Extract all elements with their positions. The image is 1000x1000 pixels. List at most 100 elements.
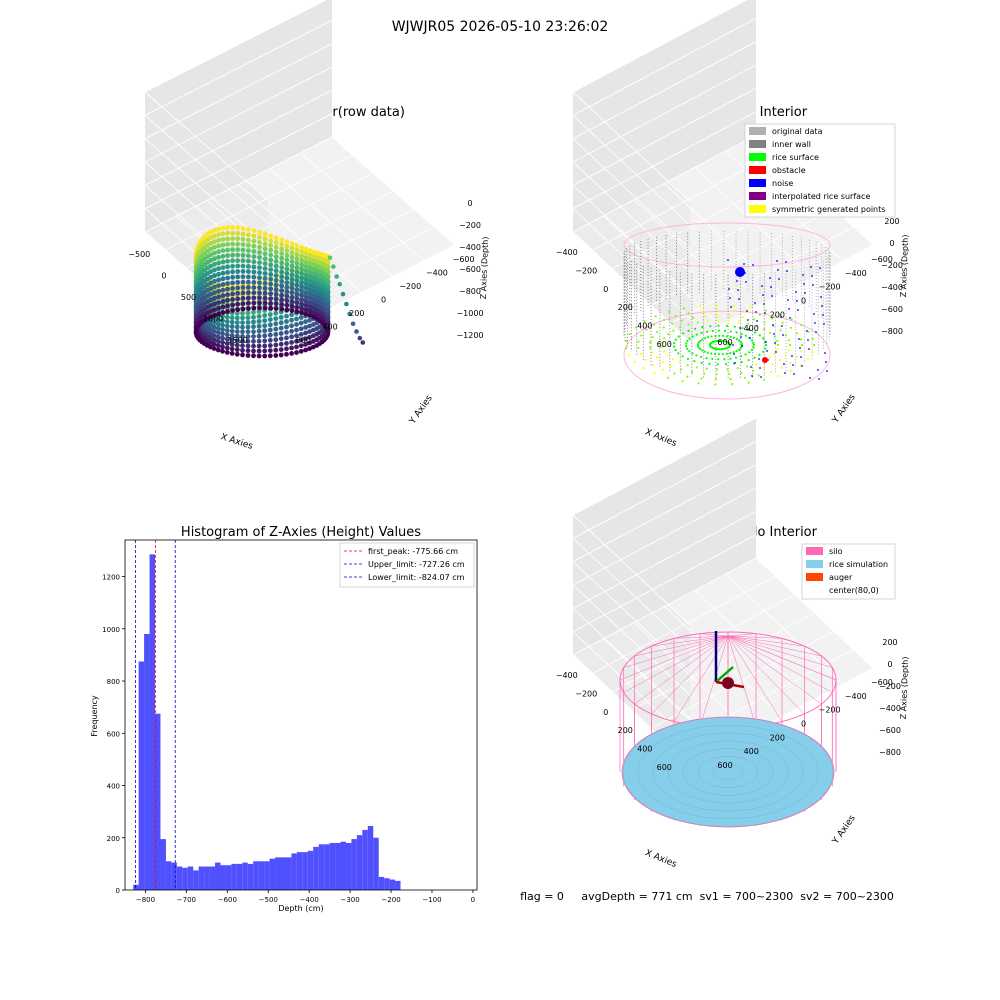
raw-point [234, 333, 240, 339]
histogram-x-tick: −500 [259, 896, 278, 904]
raw-point [215, 338, 221, 344]
raw-point [251, 280, 257, 285]
raw-point [284, 284, 290, 290]
simulation-y-tick: 0 [801, 720, 806, 729]
surface-point [706, 320, 709, 323]
raw-point [268, 276, 274, 282]
surface-point [718, 339, 721, 342]
raw-point [307, 313, 313, 318]
surface-point [625, 347, 628, 350]
surface-point [683, 307, 686, 310]
raw-point [262, 261, 268, 266]
raw-outlier-point [360, 340, 366, 345]
surface-point [674, 338, 677, 341]
raw-outlier-point [354, 329, 359, 334]
grid-line [572, 464, 757, 563]
raw-point [273, 296, 279, 302]
surface-point [740, 342, 743, 345]
raw-point [325, 327, 331, 333]
raw-point [289, 312, 294, 318]
noise-point [769, 277, 771, 279]
raw-point [215, 343, 221, 348]
surface-point [744, 353, 747, 356]
surface-point [722, 334, 725, 337]
raw-point [279, 265, 285, 270]
raw-point [235, 252, 241, 258]
raw-point [289, 245, 295, 251]
raw-point [273, 292, 279, 297]
raw-point [220, 304, 226, 310]
surface-point [634, 326, 637, 329]
surface-point [685, 342, 688, 345]
silo-roof-line [623, 635, 729, 668]
classify-legend-box [744, 123, 896, 218]
raw-point [211, 320, 217, 325]
raw-point [240, 242, 246, 248]
histogram-y-tick: 0 [116, 887, 120, 895]
auger-body [722, 677, 734, 689]
surface-point [726, 368, 729, 371]
noise-point [803, 283, 805, 285]
grid-line [144, 0, 328, 93]
noise-point [797, 309, 799, 311]
simulation-z-tick: 0 [887, 660, 892, 669]
surface-point [784, 334, 788, 337]
raw-point [230, 258, 236, 264]
raw-point [325, 259, 331, 264]
silo-roof-line [634, 635, 729, 705]
histogram-legend-label: Lower_limit: -824.07 cm [368, 573, 465, 582]
histogram-bar [378, 876, 385, 890]
raw-point [246, 242, 251, 248]
raw-point [208, 314, 214, 320]
noise-point [824, 352, 826, 354]
raw-y-tick: −200 [399, 282, 421, 291]
surface-point [790, 318, 793, 321]
raw-point [268, 262, 274, 268]
surface-point [661, 368, 665, 371]
raw-point [224, 319, 230, 324]
raw-point [251, 329, 256, 335]
noise-point [813, 313, 815, 315]
raw-point [234, 315, 240, 321]
surface-point [731, 309, 734, 312]
raw-z-tick: −400 [459, 243, 481, 252]
raw-point [208, 269, 214, 274]
surface-point [806, 357, 810, 360]
simulation-y-tick: 600 [717, 761, 732, 770]
raw-point [208, 241, 214, 246]
raw-point [262, 313, 268, 318]
surface-point [673, 345, 676, 348]
surface-point [717, 329, 721, 332]
simulation-z-label: Z Axies (Depth) [899, 656, 910, 719]
raw-point [307, 304, 313, 310]
raw-point [245, 329, 251, 335]
surface-point [779, 329, 782, 332]
histogram-title: Histogram of Z-Axies (Height) Values [181, 525, 421, 540]
raw-point [240, 274, 246, 280]
raw-point [273, 347, 279, 353]
classify-z-tick: −600 [881, 305, 903, 314]
raw-point [251, 274, 257, 280]
grid-line [144, 43, 333, 140]
raw-z-tick: −1000 [456, 309, 483, 318]
classify-y-tick: 0 [801, 297, 806, 306]
raw-point [262, 305, 268, 311]
surface-point [691, 370, 694, 374]
simulation-z-tick: −200 [879, 682, 901, 691]
histogram-bar [155, 713, 161, 890]
raw-point [284, 330, 289, 335]
raw-point [240, 338, 245, 344]
raw-point [240, 310, 245, 316]
raw-point [212, 233, 217, 239]
raw-point [279, 297, 285, 303]
surface-point [661, 345, 664, 349]
surface-point [715, 304, 719, 307]
surface-point [788, 339, 791, 342]
surface-point [705, 330, 709, 333]
raw-point [216, 237, 222, 243]
raw-point [220, 310, 226, 315]
raw-point [279, 242, 285, 247]
raw-point [307, 295, 313, 301]
raw-point [220, 248, 226, 254]
grid-line [572, 0, 748, 93]
